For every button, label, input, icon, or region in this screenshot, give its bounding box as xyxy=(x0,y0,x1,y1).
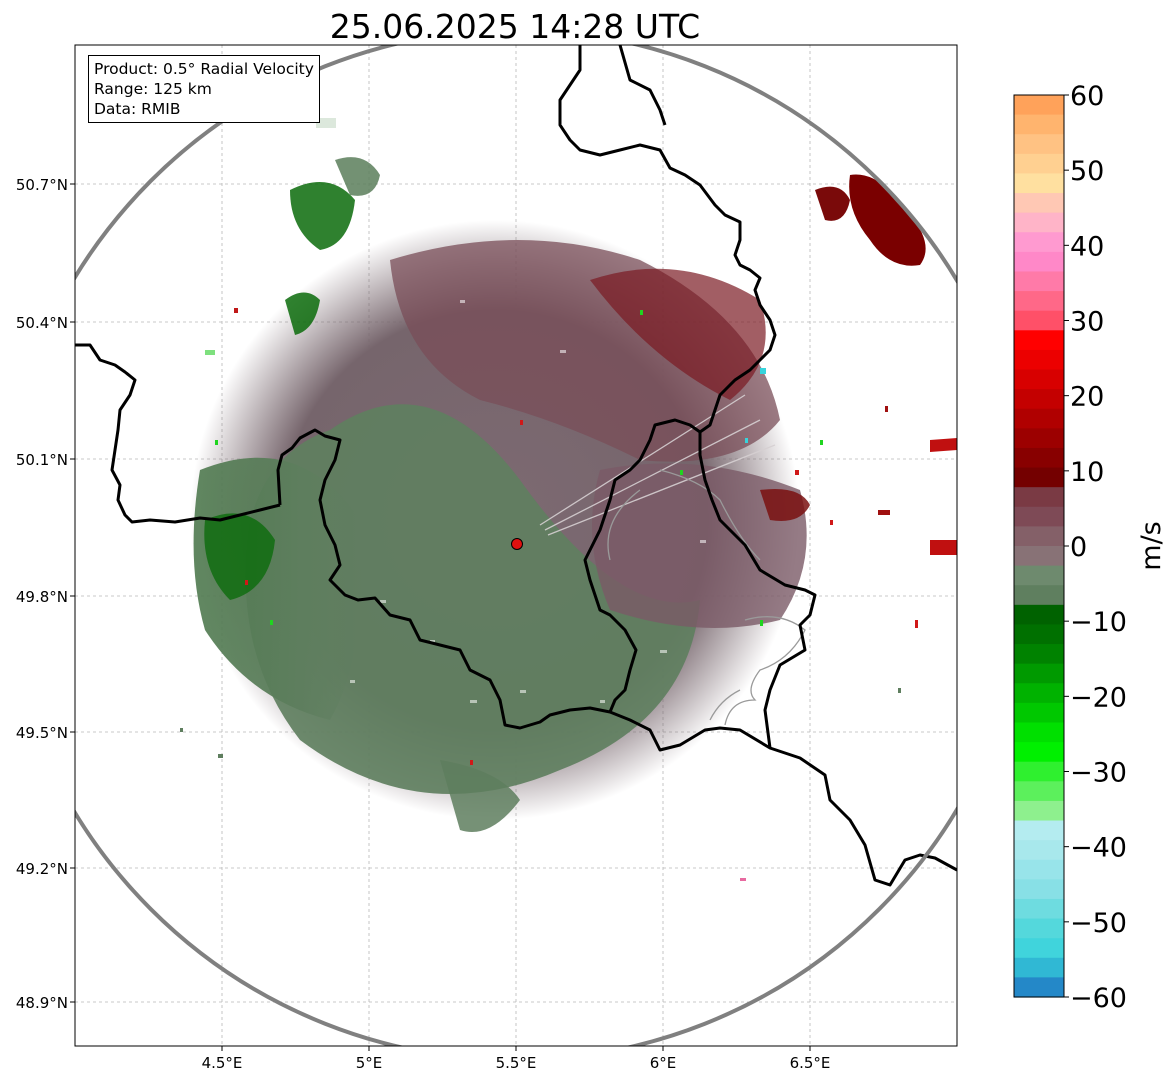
colorbar-band xyxy=(1014,193,1064,214)
range-line: Range: 125 km xyxy=(94,80,212,98)
colorbar-tick-label: 0 xyxy=(1070,532,1087,563)
colorbar-band xyxy=(1014,330,1064,351)
colorbar-label: m/s xyxy=(1136,521,1167,570)
colorbar-band xyxy=(1014,447,1064,469)
colorbar-band xyxy=(1014,232,1064,253)
colorbar-band xyxy=(1014,467,1064,488)
lat-tick-labels: 50.7°N 50.4°N 50.1°N 49.8°N 49.5°N 49.2°… xyxy=(16,176,75,1012)
colorbar-band xyxy=(1014,114,1064,135)
lat-tick-label: 49.8°N xyxy=(16,588,68,606)
colorbar-band xyxy=(1014,938,1064,959)
colorbar-band xyxy=(1014,173,1064,194)
colorbar-tick-label: −20 xyxy=(1070,682,1127,713)
colorbar-band xyxy=(1014,898,1064,920)
radar-site-marker xyxy=(511,538,523,550)
colorbar-band xyxy=(1014,702,1064,724)
colorbar: 60 50 40 30 20 10 0 −10 −20 −30 −40 −50 −60 m/s xyxy=(1013,81,1167,1014)
interior-borders xyxy=(607,469,806,726)
colorbar-band xyxy=(1014,134,1064,155)
colorbar-band xyxy=(1014,526,1064,547)
lat-tick-label: 48.9°N xyxy=(16,994,68,1012)
colorbar-tick-label: 10 xyxy=(1070,457,1104,488)
colorbar-band xyxy=(1014,722,1064,743)
country-borders xyxy=(75,45,957,887)
colorbar-ticks: 60 50 40 30 20 10 0 −10 −20 −30 −40 −50 −60 xyxy=(1064,81,1127,1014)
colorbar-band xyxy=(1014,251,1064,273)
lat-tick-label: 49.2°N xyxy=(16,860,68,878)
lon-tick-labels: 4.5°E 5°E 5.5°E 6°E 6.5°E xyxy=(202,1046,831,1072)
colorbar-bands xyxy=(1014,95,1064,998)
colorbar-band xyxy=(1014,428,1064,449)
colorbar-band xyxy=(1014,349,1064,371)
colorbar-band xyxy=(1014,859,1064,880)
colorbar-band xyxy=(1014,918,1064,939)
colorbar-band xyxy=(1014,506,1064,527)
colorbar-band xyxy=(1014,644,1064,665)
colorbar-band xyxy=(1014,820,1064,841)
colorbar-tick-label: −50 xyxy=(1070,908,1127,939)
colorbar-band xyxy=(1014,369,1064,390)
colorbar-band xyxy=(1014,761,1064,782)
colorbar-tick-label: −30 xyxy=(1070,758,1127,789)
colorbar-band xyxy=(1014,781,1064,802)
colorbar-band xyxy=(1014,291,1064,312)
lat-tick-label: 49.5°N xyxy=(16,724,68,742)
colorbar-band xyxy=(1014,683,1064,704)
colorbar-band xyxy=(1014,604,1064,626)
colorbar-tick-label: 20 xyxy=(1070,382,1104,413)
colorbar-band xyxy=(1014,310,1064,331)
colorbar-tick-label: 60 xyxy=(1070,81,1104,112)
colorbar-band xyxy=(1014,546,1064,567)
lat-tick-label: 50.1°N xyxy=(16,451,68,469)
lon-tick-label: 4.5°E xyxy=(202,1054,243,1072)
product-line: Product: 0.5° Radial Velocity xyxy=(94,60,314,78)
colorbar-band xyxy=(1014,153,1064,175)
lat-tick-label: 50.7°N xyxy=(16,176,68,194)
colorbar-band xyxy=(1014,487,1064,508)
colorbar-band xyxy=(1014,840,1064,861)
colorbar-band xyxy=(1014,977,1064,998)
colorbar-tick-label: −10 xyxy=(1070,607,1127,638)
colorbar-tick-label: −40 xyxy=(1070,833,1127,864)
colorbar-band xyxy=(1014,879,1064,900)
colorbar-band xyxy=(1014,624,1064,645)
lat-tick-label: 50.4°N xyxy=(16,314,68,332)
product-info-box: Product: 0.5° Radial Velocity Range: 125… xyxy=(88,55,320,123)
colorbar-band xyxy=(1014,212,1064,233)
colorbar-band xyxy=(1014,271,1064,292)
lon-tick-label: 6.5°E xyxy=(790,1054,831,1072)
colorbar-band xyxy=(1014,408,1064,429)
colorbar-band xyxy=(1014,389,1064,410)
colorbar-tick-label: 50 xyxy=(1070,156,1104,187)
colorbar-band xyxy=(1014,565,1064,586)
colorbar-band xyxy=(1014,742,1064,763)
map-area xyxy=(75,45,957,1046)
chart-title: 25.06.2025 14:28 UTC xyxy=(330,7,700,46)
colorbar-band xyxy=(1014,800,1064,822)
data-source-line: Data: RMIB xyxy=(94,100,181,118)
colorbar-tick-label: −60 xyxy=(1070,983,1127,1014)
colorbar-band xyxy=(1014,663,1064,684)
colorbar-band xyxy=(1014,95,1064,116)
colorbar-tick-label: 30 xyxy=(1070,307,1104,338)
lon-tick-label: 5.5°E xyxy=(496,1054,537,1072)
velocity-echo-field xyxy=(180,118,957,881)
colorbar-band xyxy=(1014,585,1064,606)
colorbar-tick-label: 40 xyxy=(1070,231,1104,262)
colorbar-band xyxy=(1014,957,1064,978)
lon-tick-label: 6°E xyxy=(650,1054,677,1072)
lon-tick-label: 5°E xyxy=(356,1054,383,1072)
